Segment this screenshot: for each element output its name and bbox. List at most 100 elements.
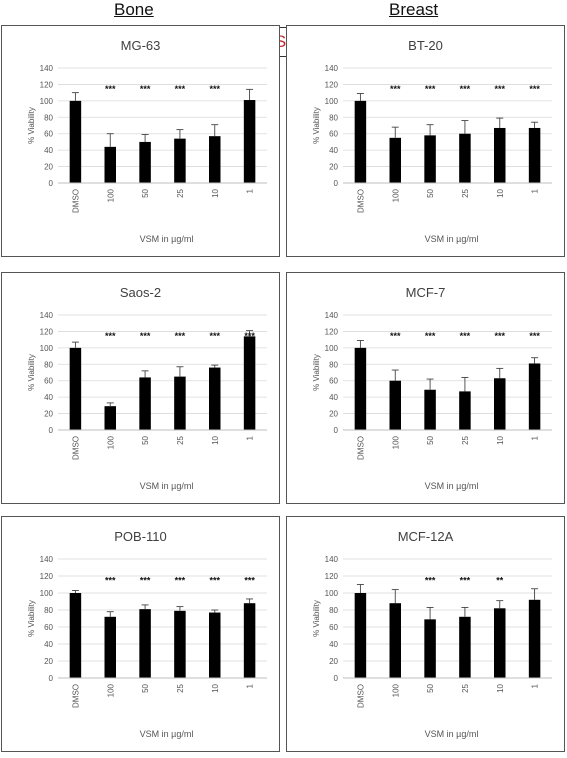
y-tick-label: 140 (325, 555, 339, 564)
chart-svg: MCF-7 0 20 40 60 80 100 120 140 % Viability DMSO **… (312, 285, 552, 491)
significance-marker: *** (105, 331, 116, 341)
y-tick-label: 100 (325, 97, 339, 106)
bar (424, 619, 436, 678)
significance-marker: *** (244, 576, 255, 586)
y-tick-label: 20 (329, 410, 338, 419)
chart-svg: MCF-12A 0 20 40 60 80 100 120 140 % Viability DMSO… (312, 529, 552, 739)
significance-marker: *** (494, 84, 505, 94)
x-tick-label: 10 (496, 435, 505, 444)
bar (104, 146, 116, 183)
y-axis-label: % Viability (27, 354, 36, 391)
x-tick-label: DMSO (71, 436, 80, 460)
x-tick-label: DMSO (356, 436, 365, 460)
bar (354, 593, 367, 678)
significance-marker: *** (105, 576, 116, 586)
x-tick-label: 100 (106, 188, 115, 202)
y-tick-label: 0 (49, 426, 54, 435)
chart-svg: BT-20 0 20 40 60 80 100 120 140 % Viability DMSO **… (312, 38, 552, 244)
x-tick-label: 25 (176, 435, 185, 444)
x-tick-label: 1 (246, 188, 255, 193)
x-tick-label: DMSO (71, 684, 80, 708)
y-tick-label: 120 (325, 327, 339, 336)
y-tick-label: 120 (40, 572, 54, 581)
y-axis-label: % Viability (312, 107, 321, 144)
x-tick-label: 10 (211, 188, 220, 197)
bar (528, 363, 541, 430)
y-axis-label: % Viability (312, 600, 321, 637)
significance-marker: *** (209, 576, 220, 586)
chart-svg: MG-63 0 20 40 60 80 100 120 140 % Viability DMSO **… (27, 38, 267, 244)
significance-marker: *** (209, 331, 220, 341)
chart-title: POB-110 (114, 529, 167, 544)
bar (389, 603, 401, 678)
x-tick-label: 100 (106, 683, 115, 697)
bar (389, 380, 401, 430)
x-tick-label: 25 (461, 435, 470, 444)
y-tick-label: 20 (44, 657, 53, 666)
bar (354, 347, 367, 430)
x-axis-label: VSM in µg/ml (425, 729, 479, 739)
x-tick-label: 10 (211, 683, 220, 692)
significance-marker: *** (529, 331, 540, 341)
chart-title: Saos-2 (120, 285, 161, 300)
bar (494, 608, 506, 678)
chart-panel-mcf12a: MCF-12A 0 20 40 60 80 100 120 140 % Viability DMSO… (286, 516, 565, 752)
y-tick-label: 40 (44, 640, 53, 649)
x-tick-label: 10 (496, 683, 505, 692)
y-tick-label: 120 (40, 80, 54, 89)
x-tick-label: 50 (141, 435, 150, 444)
significance-marker: *** (425, 84, 436, 94)
significance-marker: *** (140, 84, 151, 94)
x-tick-label: 100 (391, 188, 400, 202)
x-tick-label: 50 (426, 435, 435, 444)
bar (243, 603, 256, 678)
y-tick-label: 60 (329, 623, 338, 632)
x-tick-label: 25 (461, 188, 470, 197)
chart-title: BT-20 (408, 38, 443, 53)
x-tick-label: 1 (246, 683, 255, 688)
y-tick-label: 80 (44, 606, 53, 615)
x-tick-label: DMSO (71, 189, 80, 213)
bar (459, 133, 471, 183)
x-tick-label: 25 (461, 683, 470, 692)
y-tick-label: 20 (329, 163, 338, 172)
y-tick-label: 60 (44, 130, 53, 139)
bar (104, 406, 116, 430)
y-tick-label: 80 (44, 360, 53, 369)
breast-column-header: Breast (389, 0, 439, 19)
bar (104, 616, 116, 678)
bar (528, 127, 541, 183)
y-axis-label: % Viability (27, 107, 36, 144)
bar (69, 347, 82, 430)
x-tick-label: 10 (496, 188, 505, 197)
y-tick-label: 0 (334, 179, 339, 188)
bar (459, 616, 471, 678)
x-tick-label: DMSO (356, 189, 365, 213)
x-tick-label: DMSO (356, 684, 365, 708)
x-tick-label: 50 (426, 188, 435, 197)
bar (209, 367, 221, 430)
x-tick-label: 1 (531, 435, 540, 440)
y-tick-label: 0 (334, 674, 339, 683)
significance-marker: *** (140, 576, 151, 586)
chart-panel-bt20: BT-20 0 20 40 60 80 100 120 140 % Viability DMSO **… (286, 25, 565, 257)
x-axis-label: VSM in µg/ml (425, 481, 479, 491)
bar (424, 135, 436, 183)
significance-marker: *** (460, 331, 471, 341)
bar (209, 136, 221, 183)
y-tick-label: 100 (40, 344, 54, 353)
y-tick-label: 40 (329, 640, 338, 649)
significance-marker: *** (175, 576, 186, 586)
y-tick-label: 80 (329, 113, 338, 122)
y-tick-label: 40 (44, 146, 53, 155)
bar (139, 377, 151, 430)
chart-svg: POB-110 0 20 40 60 80 100 120 140 % Viability DMSO… (27, 529, 267, 739)
bar (424, 389, 436, 430)
bar (174, 610, 186, 678)
y-tick-label: 80 (329, 360, 338, 369)
bar (139, 609, 151, 678)
significance-marker: *** (529, 84, 540, 94)
x-tick-label: 25 (176, 683, 185, 692)
y-tick-label: 60 (329, 377, 338, 386)
chart-title: MCF-7 (406, 285, 446, 300)
